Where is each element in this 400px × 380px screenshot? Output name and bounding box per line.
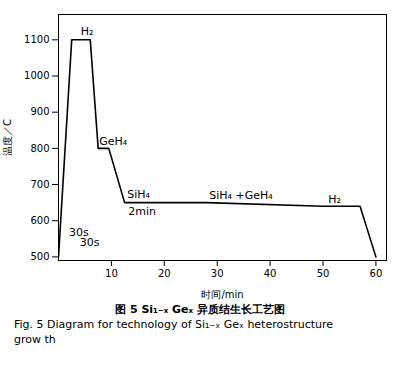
- svg-text:700: 700: [30, 179, 49, 190]
- svg-text:1100: 1100: [24, 34, 49, 45]
- svg-text:900: 900: [30, 106, 49, 117]
- svg-text:2min: 2min: [128, 205, 156, 218]
- svg-text:GeH₄: GeH₄: [99, 135, 128, 148]
- svg-text:30s: 30s: [69, 225, 89, 239]
- svg-text:600: 600: [30, 215, 49, 226]
- svg-text:温度／C: 温度／C: [2, 119, 13, 156]
- svg-text:50: 50: [317, 268, 330, 279]
- svg-text:H₂: H₂: [81, 25, 94, 38]
- svg-text:40: 40: [264, 268, 277, 279]
- svg-text:时间/min: 时间/min: [201, 289, 243, 300]
- svg-text:500: 500: [30, 251, 49, 262]
- svg-text:1000: 1000: [24, 70, 49, 81]
- html-text:Fig. 5 Diagram for technology: Fig. 5 Diagram for technology of Si₁₋ₓ G…: [14, 318, 334, 331]
- svg-text:60: 60: [370, 268, 383, 279]
- svg-text:SiH₄ +GeH₄: SiH₄ +GeH₄: [209, 189, 273, 202]
- svg-text:30: 30: [211, 268, 224, 279]
- html-text:图 5 Si₁₋ₓ Geₓ 异质结生长工艺图: 图 5 Si₁₋ₓ Geₓ 异质结生长工艺图: [115, 303, 285, 316]
- svg-text:10: 10: [105, 268, 118, 279]
- svg-text:20: 20: [158, 268, 171, 279]
- svg-text:SiH₄: SiH₄: [127, 188, 150, 201]
- html-text:grow th: grow th: [14, 333, 56, 346]
- svg-text:H₂: H₂: [328, 193, 341, 206]
- svg-text:30s: 30s: [80, 236, 100, 249]
- svg-text:800: 800: [30, 143, 49, 154]
